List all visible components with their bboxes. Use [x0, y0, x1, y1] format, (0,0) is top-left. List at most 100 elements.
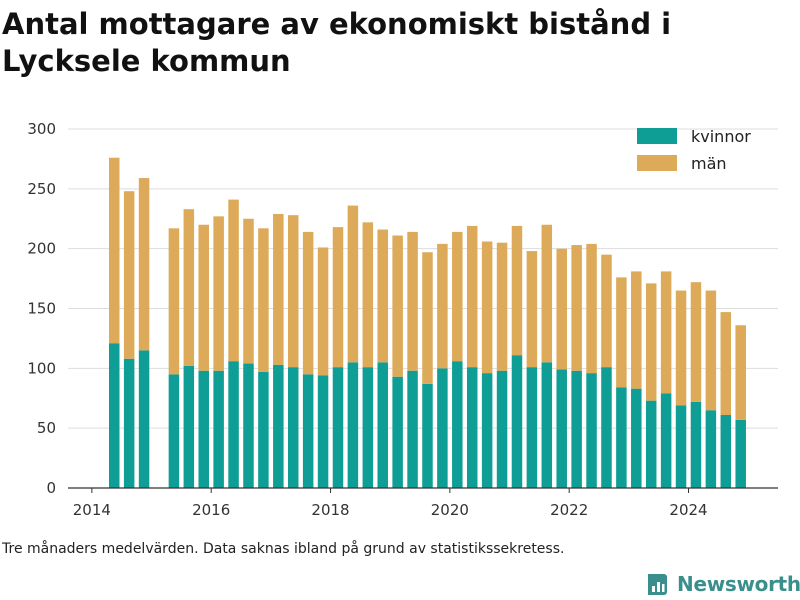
- bar-man: [362, 222, 374, 368]
- bar-man: [302, 231, 314, 375]
- bars: [108, 157, 746, 488]
- bar-man: [332, 227, 344, 368]
- bar-man: [108, 157, 120, 344]
- y-tick-label: 100: [27, 359, 56, 377]
- bar-kvinnor: [392, 376, 403, 488]
- bar-kvinnor: [481, 373, 493, 488]
- bar-man: [631, 271, 642, 389]
- bar-kvinnor: [407, 370, 418, 488]
- bar-kvinnor: [108, 343, 120, 488]
- bar-kvinnor: [377, 362, 388, 488]
- bar-kvinnor: [287, 367, 299, 488]
- bar-man: [526, 251, 538, 368]
- bar-man: [481, 241, 493, 374]
- bar-kvinnor: [243, 363, 254, 488]
- bar-man: [616, 277, 627, 388]
- bar-man: [422, 252, 433, 384]
- footnote: Tre månaders medelvärden. Data saknas ib…: [2, 541, 565, 557]
- bar-man: [168, 228, 180, 375]
- y-tick-label: 200: [27, 240, 56, 258]
- bar-kvinnor: [690, 401, 702, 488]
- bar-kvinnor: [616, 387, 627, 488]
- y-tick-label: 50: [37, 419, 56, 437]
- brand-name: Newsworthy: [677, 572, 800, 596]
- bar-man: [123, 191, 135, 359]
- legend-label-kvinnor: kvinnor: [691, 127, 751, 146]
- y-tick-label: 300: [27, 120, 56, 138]
- bar-kvinnor: [452, 361, 463, 488]
- x-tick-label: 2016: [192, 501, 230, 519]
- bar-man: [258, 228, 269, 372]
- bar-kvinnor: [422, 383, 433, 488]
- bar-man: [183, 209, 195, 366]
- bar-kvinnor: [198, 370, 209, 488]
- bar-man: [452, 231, 463, 362]
- bar-kvinnor: [258, 371, 269, 488]
- bar-kvinnor: [138, 350, 150, 488]
- axes: 0 50 100 150 200 250 300 2014 2016 2018 2020 2022 20…: [27, 120, 778, 519]
- bar-man: [511, 225, 523, 356]
- bar-kvinnor: [601, 367, 612, 488]
- x-tick-label: 2020: [431, 501, 469, 519]
- bar-kvinnor: [362, 367, 374, 488]
- y-tick-label: 0: [46, 479, 56, 497]
- bar-kvinnor: [273, 364, 284, 488]
- bar-kvinnor: [347, 362, 359, 488]
- bar-kvinnor: [735, 419, 746, 488]
- x-tick-label: 2022: [550, 501, 588, 519]
- bar-kvinnor: [302, 374, 314, 488]
- bar-man: [556, 248, 567, 370]
- bar-kvinnor: [645, 400, 657, 488]
- bar-kvinnor: [526, 367, 538, 488]
- newsworthy-logo-icon: [648, 574, 667, 595]
- bar-man: [466, 225, 478, 368]
- bar-man: [720, 312, 732, 416]
- bar-kvinnor: [437, 368, 448, 488]
- bar-kvinnor: [511, 355, 523, 488]
- bar-man: [317, 247, 329, 376]
- bar-man: [571, 245, 582, 371]
- bar-kvinnor: [213, 370, 224, 488]
- bar-man: [735, 325, 746, 420]
- bar-man: [541, 224, 553, 363]
- bar-kvinnor: [720, 415, 732, 488]
- brand-logo[interactable]: Newsworthy: [645, 570, 800, 598]
- bar-kvinnor: [556, 369, 567, 488]
- bar-kvinnor: [228, 361, 239, 488]
- x-tick-label: 2018: [311, 501, 349, 519]
- bar-kvinnor: [660, 393, 672, 488]
- bar-kvinnor: [675, 405, 687, 488]
- chart-title: Antal mottagare av ekonomiskt bistånd i …: [2, 7, 672, 78]
- y-tick-label: 150: [27, 300, 56, 318]
- bar-kvinnor: [123, 358, 135, 488]
- bar-kvinnor: [183, 365, 195, 488]
- bar-kvinnor: [332, 367, 344, 488]
- bar-man: [347, 205, 359, 363]
- x-tick-label: 2014: [73, 501, 111, 519]
- bar-man: [660, 271, 672, 394]
- bar-man: [228, 199, 239, 362]
- bar-kvinnor: [466, 367, 478, 488]
- bar-man: [645, 283, 657, 401]
- bar-man: [586, 243, 597, 374]
- x-tick-label: 2024: [669, 501, 707, 519]
- bar-kvinnor: [631, 388, 642, 488]
- bar-man: [273, 213, 284, 365]
- bar-man: [213, 216, 224, 371]
- bar-kvinnor: [317, 375, 329, 488]
- bar-man: [675, 290, 687, 406]
- bar-man: [496, 242, 508, 371]
- bar-man: [407, 231, 418, 371]
- y-tick-label: 250: [27, 180, 56, 198]
- legend-swatch-kvinnor: [637, 128, 677, 144]
- legend-swatch-man: [637, 155, 677, 171]
- bar-man: [705, 290, 717, 411]
- legend: kvinnor män: [637, 127, 751, 173]
- bar-man: [601, 254, 612, 368]
- bar-kvinnor: [705, 410, 717, 488]
- bar-kvinnor: [496, 370, 508, 488]
- bar-kvinnor: [586, 373, 597, 488]
- bar-man: [690, 282, 702, 402]
- bar-man: [392, 235, 403, 377]
